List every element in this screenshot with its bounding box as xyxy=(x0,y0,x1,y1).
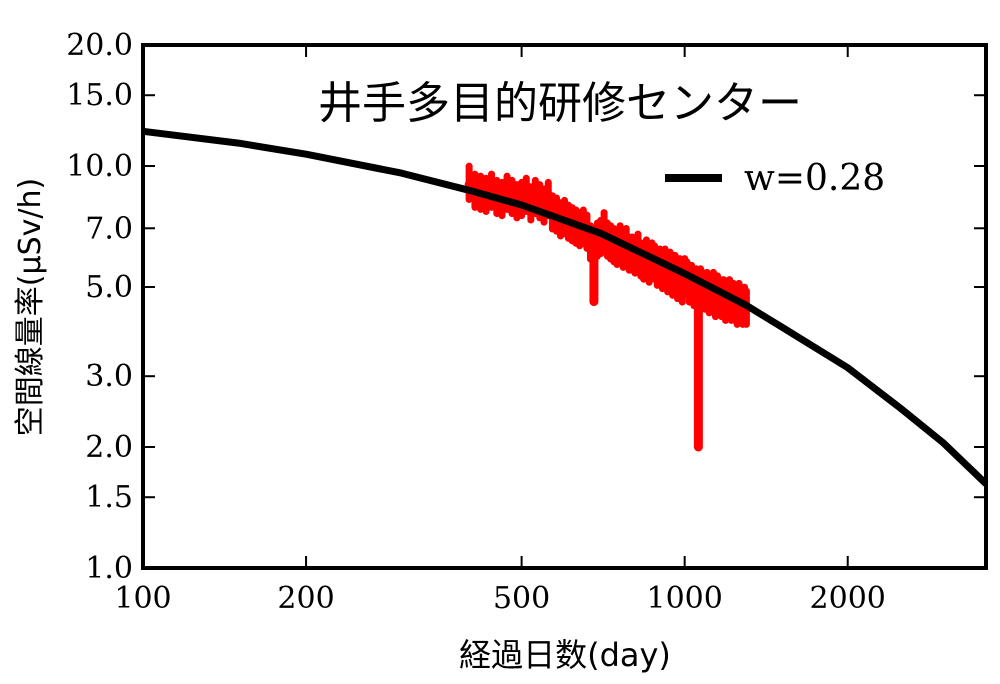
y-tick-label: 1.0 xyxy=(85,551,133,586)
x-tick-label: 2000 xyxy=(810,581,886,616)
plot-frame xyxy=(141,43,988,570)
y-tick-label: 2.0 xyxy=(85,430,133,465)
y-tick-label: 3.0 xyxy=(85,359,133,394)
x-tick-label: 200 xyxy=(277,581,334,616)
x-tick-label: 500 xyxy=(493,581,550,616)
x-axis-label: 経過日数(day) xyxy=(459,636,671,674)
y-axis: 1.0 1.5 2.0 3.0 5.0 7.0 10.0 15.0 20.0 xyxy=(66,28,986,586)
x-tick-label: 1000 xyxy=(646,581,722,616)
chart-title: 井手多目的研修センター xyxy=(318,78,802,129)
fit-line xyxy=(142,127,989,487)
legend-label-fit: w=0.28 xyxy=(744,158,885,199)
y-tick-label: 20.0 xyxy=(66,28,133,63)
y-tick-label: 10.0 xyxy=(66,149,133,184)
plot-background xyxy=(143,45,986,568)
y-tick-label: 15.0 xyxy=(66,78,133,113)
y-tick-label: 5.0 xyxy=(85,270,133,305)
x-tick-label: 100 xyxy=(114,581,171,616)
y-tick-label: 1.5 xyxy=(85,480,133,515)
y-axis-label: 空間線量率(μSv/h) xyxy=(13,178,48,436)
y-tick-label: 7.0 xyxy=(85,211,133,246)
x-axis: 100 200 500 1000 2000 xyxy=(114,45,886,616)
